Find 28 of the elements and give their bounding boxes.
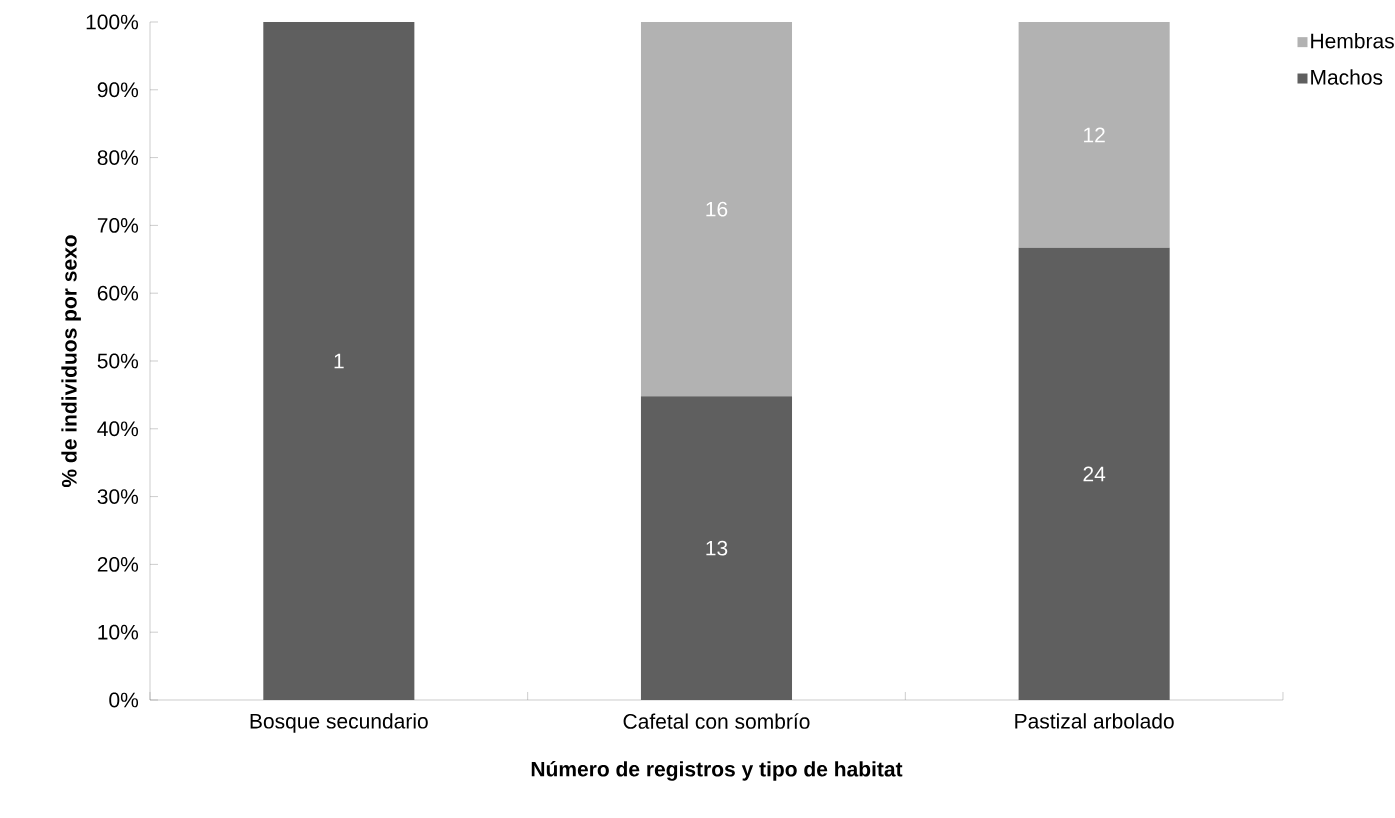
legend-label: Machos <box>1311 69 1383 85</box>
y-axis-title: % de individuos por sexo <box>61 235 81 488</box>
y-tick-label: 80% <box>97 150 139 166</box>
annotation: 1 <box>334 353 344 369</box>
y-tick-label: 30% <box>97 489 139 505</box>
y-tick-label: 40% <box>97 421 139 437</box>
bar <box>263 21 415 700</box>
x-axis-title: Número de registros y tipo de habitat <box>531 760 903 781</box>
x-tick-label: Pastizal arbolado <box>1015 713 1174 729</box>
y-tick-label: 20% <box>97 556 139 572</box>
x-tick-label: Cafetal con sombrío <box>623 713 810 729</box>
bar <box>640 396 793 700</box>
y-tick-label: 100% <box>86 14 139 30</box>
annotation: 13 <box>706 540 728 556</box>
annotation: 24 <box>1083 466 1106 482</box>
annotation: 12 <box>1084 127 1105 143</box>
y-tick-label: 10% <box>98 624 139 640</box>
y-tick-label: 50% <box>97 353 139 369</box>
legend-label: Hembras <box>1311 32 1394 49</box>
bar <box>1018 21 1170 248</box>
y-tick-label: 90% <box>97 82 139 98</box>
bar <box>640 21 793 397</box>
y-tick-label: 60% <box>97 285 139 301</box>
y-tick-label: 70% <box>97 217 139 233</box>
bar <box>1018 247 1170 700</box>
y-tick-label: 0% <box>109 692 139 708</box>
x-tick-label: Bosque secundario <box>250 713 428 733</box>
annotation: 16 <box>706 201 728 217</box>
